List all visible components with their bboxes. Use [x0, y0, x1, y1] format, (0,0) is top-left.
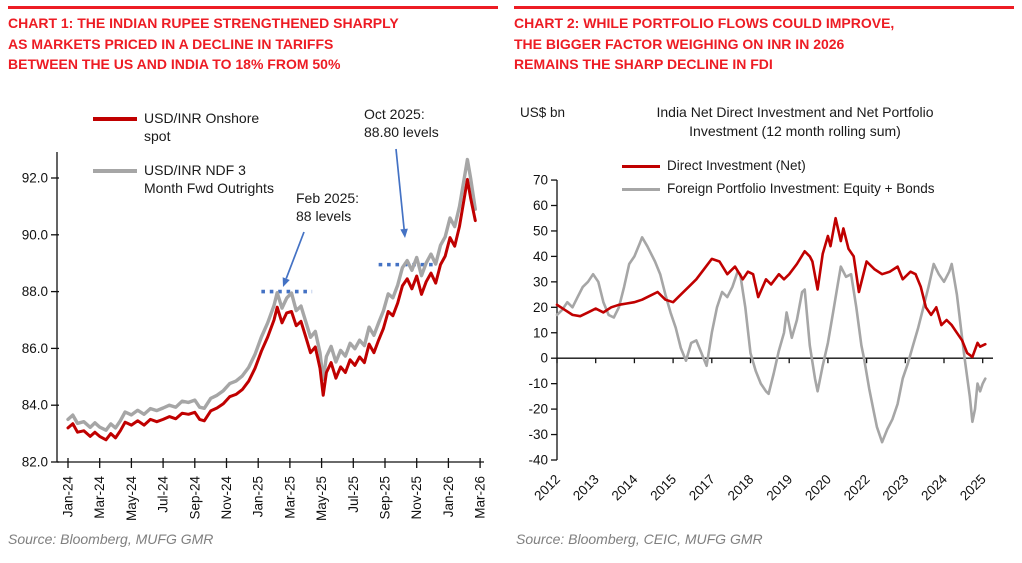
- chart2-top-rule: [514, 6, 1014, 9]
- svg-text:Mar-24: Mar-24: [92, 476, 107, 519]
- chart2-plot-title-line1: India Net Direct Investment and Net Port…: [656, 104, 934, 120]
- svg-text:-10: -10: [528, 376, 548, 391]
- svg-text:Jan-25: Jan-25: [251, 476, 266, 517]
- svg-text:88.0: 88.0: [22, 284, 48, 299]
- chart1-heading-line2: AS MARKETS PRICED IN A DECLINE IN TARIFF…: [8, 35, 334, 52]
- legend-swatch-onshore-spot: [93, 117, 137, 121]
- svg-text:40: 40: [533, 249, 548, 264]
- svg-text:2019: 2019: [763, 472, 795, 504]
- chart1-heading-line1: CHART 1: THE INDIAN RUPEE STRENGTHENED S…: [8, 15, 399, 31]
- svg-text:-20: -20: [528, 402, 548, 417]
- svg-text:Sep-24: Sep-24: [187, 476, 202, 520]
- svg-text:84.0: 84.0: [22, 398, 48, 413]
- svg-text:2018: 2018: [725, 472, 757, 504]
- svg-text:2015: 2015: [647, 472, 679, 504]
- chart2-unit-label: US$ bn: [520, 105, 566, 120]
- svg-text:90.0: 90.0: [22, 227, 48, 242]
- legend-swatch-ndf: [93, 169, 137, 173]
- svg-text:-40: -40: [528, 453, 548, 468]
- chart1-heading: CHART 1: THE INDIAN RUPEE STRENGTHENED S…: [8, 13, 503, 75]
- chart2-plot-title-line2: Investment (12 month rolling sum): [689, 123, 901, 139]
- legend-swatch-fpi: [622, 188, 660, 191]
- svg-text:86.0: 86.0: [22, 341, 48, 356]
- svg-text:2013: 2013: [570, 472, 602, 504]
- svg-text:2024: 2024: [918, 471, 950, 503]
- chart2-heading: CHART 2: WHILE PORTFOLIO FLOWS COULD IMP…: [514, 13, 1014, 75]
- chart2-legend-item-direct-investment: Direct Investment (Net): [622, 157, 806, 175]
- svg-text:2025: 2025: [957, 472, 989, 504]
- svg-text:60: 60: [533, 198, 548, 213]
- svg-text:-30: -30: [528, 427, 548, 442]
- svg-text:Nov-25: Nov-25: [409, 476, 424, 520]
- svg-text:2012: 2012: [531, 472, 563, 504]
- legend-label-direct-investment: Direct Investment (Net): [667, 158, 806, 173]
- svg-text:30: 30: [533, 274, 548, 289]
- svg-text:May-25: May-25: [314, 476, 329, 521]
- svg-text:2017: 2017: [686, 472, 718, 504]
- chart1-legend-item-ndf: USD/INR NDF 3 Month Fwd Outrights: [93, 162, 279, 197]
- svg-text:May-24: May-24: [124, 476, 139, 522]
- svg-text:70: 70: [533, 173, 548, 188]
- svg-text:Jan-26: Jan-26: [441, 476, 456, 517]
- svg-text:Jul-25: Jul-25: [346, 476, 361, 513]
- svg-text:20: 20: [533, 300, 548, 315]
- chart1-source: Source: Bloomberg, MUFG GMR: [8, 531, 214, 547]
- svg-text:Mar-25: Mar-25: [282, 476, 297, 519]
- svg-text:82.0: 82.0: [22, 455, 48, 470]
- chart2-heading-line3: REMAINS THE SHARP DECLINE IN FDI: [514, 56, 773, 72]
- svg-text:2022: 2022: [841, 472, 873, 504]
- chart1-top-rule: [8, 6, 498, 9]
- svg-text:50: 50: [533, 223, 548, 238]
- chart2-heading-line2: THE BIGGER FACTOR WEIGHING ON INR IN 202…: [514, 35, 845, 52]
- chart1-legend-item-onshore-spot: USD/INR Onshore spot: [93, 110, 279, 145]
- svg-text:Nov-24: Nov-24: [219, 476, 234, 520]
- chart2-source: Source: Bloomberg, CEIC, MUFG GMR: [516, 531, 763, 547]
- svg-text:2014: 2014: [609, 471, 641, 503]
- svg-text:Jul-24: Jul-24: [156, 476, 171, 513]
- chart2-heading-line1: CHART 2: WHILE PORTFOLIO FLOWS COULD IMP…: [514, 15, 895, 31]
- svg-text:10: 10: [533, 325, 548, 340]
- legend-swatch-direct-investment: [622, 165, 660, 168]
- chart1-annotation-feb-2025: Feb 2025: 88 levels: [296, 190, 360, 224]
- legend-label-ndf: USD/INR NDF 3 Month Fwd Outrights: [144, 162, 274, 196]
- svg-text:2023: 2023: [880, 472, 912, 504]
- svg-text:Jan-24: Jan-24: [61, 476, 76, 518]
- chart2-plot-title: India Net Direct Investment and Net Port…: [600, 103, 990, 141]
- legend-label-fpi: Foreign Portfolio Investment: Equity + B…: [667, 181, 935, 196]
- chart1-annotation-oct-2025: Oct 2025: 88.80 levels: [364, 106, 439, 140]
- svg-text:2020: 2020: [802, 472, 834, 504]
- svg-text:92.0: 92.0: [22, 171, 48, 186]
- svg-text:Sep-25: Sep-25: [378, 476, 393, 520]
- chart1-heading-line3: BETWEEN THE US AND INDIA TO 18% FROM 50%: [8, 56, 341, 72]
- svg-text:Mar-26: Mar-26: [473, 476, 488, 519]
- chart1-plot: 82.0 84.0 86.0 88.0 90.0 92.0 Jan-24 Mar-24 May-…: [22, 148, 488, 522]
- chart2-legend-item-fpi: Foreign Portfolio Investment: Equity + B…: [622, 180, 935, 198]
- svg-text:0: 0: [540, 351, 548, 366]
- legend-label-onshore-spot: USD/INR Onshore spot: [144, 110, 260, 144]
